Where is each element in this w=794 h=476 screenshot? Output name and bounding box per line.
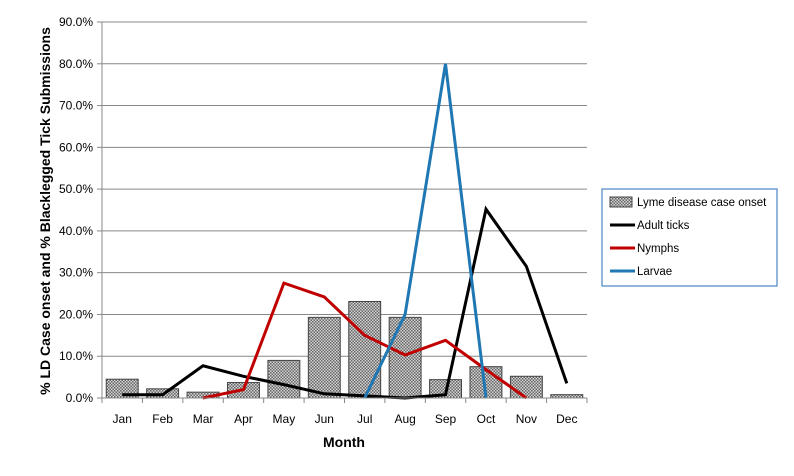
axes: [101, 22, 588, 403]
x-tick-label: Dec: [556, 412, 577, 426]
y-tick-labels: 0.0% 10.0% 20.0% 30.0% 40.0% 50.0% 60.0% 70.0% 8…: [59, 15, 93, 405]
gridlines: [97, 21, 587, 399]
line-adult-ticks: [122, 205, 569, 400]
x-tick-label: Oct: [477, 412, 496, 426]
y-tick-label: 40.0%: [59, 224, 93, 238]
y-tick-label: 80.0%: [59, 57, 93, 71]
x-tick-label: Jun: [315, 412, 334, 426]
bar-jun: [307, 316, 341, 399]
y-tick-label: 90.0%: [59, 15, 93, 29]
line-larvae: [363, 63, 488, 399]
bar-aug: [388, 316, 422, 399]
legend-swatch: [609, 196, 633, 208]
x-tick-label: May: [273, 412, 296, 426]
x-axis-title: Month: [323, 434, 365, 450]
bar-may: [267, 359, 301, 399]
y-tick-label: 20.0%: [59, 307, 93, 321]
legend-label: Nymphs: [637, 243, 679, 255]
legend-label: Larvae: [637, 266, 672, 278]
y-tick-label: 0.0%: [66, 391, 94, 405]
x-tick-label: Feb: [152, 412, 173, 426]
line-nymphs: [202, 281, 528, 400]
x-tick-label: Jul: [357, 412, 372, 426]
x-tick-label: Sep: [435, 412, 457, 426]
legend-label: Adult ticks: [637, 220, 690, 232]
y-tick-label: 70.0%: [59, 99, 93, 113]
x-tick-labels: Jan Feb Mar Apr May Jun Jul Aug Sep Oct Nov Dec: [113, 412, 578, 426]
bar-nov: [509, 375, 543, 399]
bar-jul: [348, 300, 382, 399]
x-tick-label: Mar: [193, 412, 214, 426]
x-tick-label: Apr: [234, 412, 253, 426]
legend: Lyme disease case onset Adult ticks Nymphs…: [601, 188, 778, 287]
y-tick-label: 10.0%: [59, 349, 93, 363]
legend-label: Lyme disease case onset: [637, 197, 767, 209]
y-tick-label: 50.0%: [59, 182, 93, 196]
bar-dec: [550, 394, 584, 399]
y-tick-label: 60.0%: [59, 140, 93, 154]
y-axis-title: % LD Case onset and % Blacklegged Tick S…: [37, 27, 53, 395]
x-tick-label: Aug: [394, 412, 415, 426]
x-tick-label: Jan: [113, 412, 132, 426]
y-tick-label: 30.0%: [59, 266, 93, 280]
x-tick-label: Nov: [516, 412, 537, 426]
line-series: [122, 63, 569, 400]
